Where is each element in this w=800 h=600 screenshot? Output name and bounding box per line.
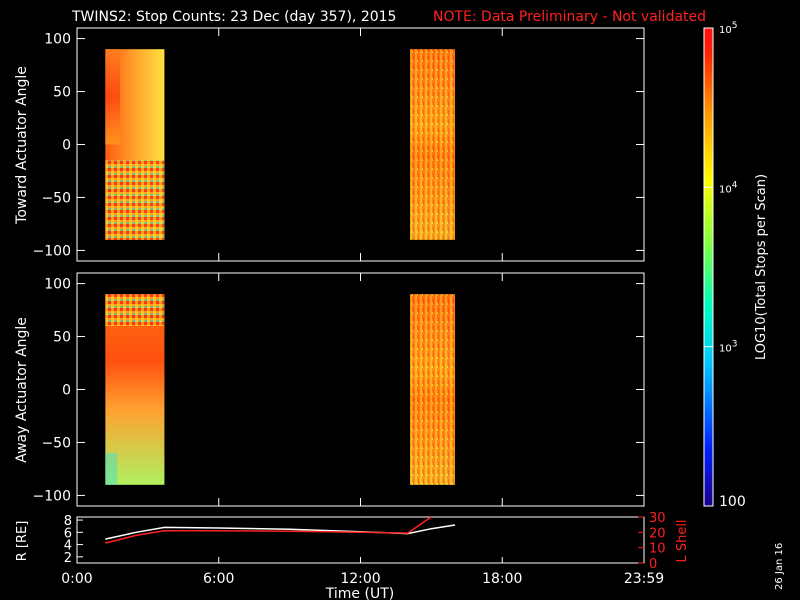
colorbar-ylabel: LOG10(Total Stops per Scan)	[754, 174, 769, 360]
chart-title: TWINS2: Stop Counts: 23 Dec (day 357), 2…	[71, 9, 396, 25]
colorbar: 103 104 105 100 LOG10(Total Stops per Scan…	[703, 21, 769, 510]
toward-ytick-label: −100	[33, 243, 71, 259]
toward-data-block	[410, 49, 455, 240]
toward-ytick-label: −50	[41, 190, 71, 206]
orbit-ytick-label: 6	[64, 526, 72, 541]
x-tick-label: 23:59	[624, 571, 664, 587]
orbit-ytick-label: 8	[64, 514, 72, 529]
x-tick-label: 12:00	[340, 571, 380, 587]
orbit-y2tick-label: 10	[649, 542, 666, 557]
toward-panel: 100 50 0 −50 −100 Toward Actuator Angle	[14, 27, 645, 262]
away-ytick-label: 50	[53, 330, 71, 346]
toward-ytick-label: 100	[44, 32, 71, 48]
toward-ylabel: Toward Actuator Angle	[14, 66, 30, 225]
away-ylabel: Away Actuator Angle	[14, 317, 30, 463]
colorbar-min-label: 100	[719, 494, 746, 510]
away-data-block	[105, 294, 165, 485]
colorbar-tick-label: 103	[719, 340, 737, 355]
lshell-line	[105, 516, 432, 544]
orbit-ytick-label: 4	[64, 539, 72, 554]
orbit-y2tick-label: 20	[649, 526, 666, 541]
orbit-ylabel: R [RE]	[15, 521, 30, 562]
colorbar-gradient	[704, 28, 713, 506]
x-tick-label: 18:00	[482, 571, 522, 587]
away-ytick-label: −100	[33, 488, 71, 504]
chart-note: NOTE: Data Preliminary - Not validated	[433, 9, 706, 25]
toward-data-block	[105, 49, 165, 240]
x-tick-label: 0:00	[61, 571, 92, 587]
colorbar-tick-label: 105	[719, 21, 737, 36]
orbit-y2label: L Shell	[675, 519, 690, 562]
x-tick-label: 6:00	[203, 571, 234, 587]
date-stamp: 26 Jan 16	[774, 543, 785, 590]
away-ytick-label: 100	[44, 277, 71, 293]
orbit-ytick-label: 2	[64, 551, 72, 566]
toward-ytick-label: 50	[53, 85, 71, 101]
orbit-y2tick-label: 30	[649, 511, 666, 526]
away-ytick-label: 0	[62, 383, 71, 399]
orbit-y2tick-label: 0	[649, 557, 657, 572]
away-ytick-label: −50	[41, 435, 71, 451]
colorbar-tick-label: 104	[719, 180, 738, 195]
away-data-block	[410, 294, 455, 485]
r-line	[105, 524, 456, 540]
toward-ytick-label: 0	[62, 138, 71, 154]
orbit-frame	[76, 516, 645, 564]
away-panel: 100 50 0 −50 −100 Away Actuator Angle	[14, 272, 645, 507]
x-axis-label: Time (UT)	[325, 586, 394, 600]
